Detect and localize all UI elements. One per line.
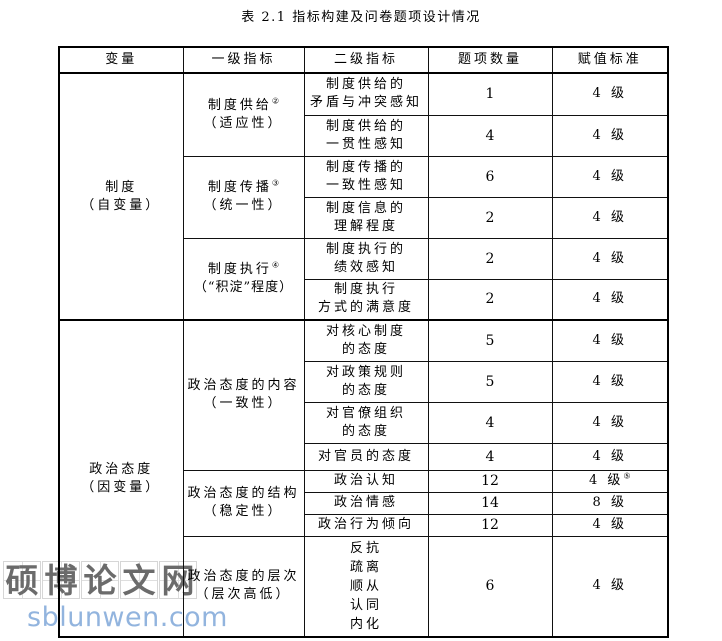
cell-level1-struct: 政治态度的结构 （稳定性） — [182, 469, 305, 537]
col-header-level2: 二级指标 — [303, 46, 429, 74]
indicator-table: 变量 一级指标 二级指标 题项数量 赋值标准 制度 （自变量） 制度供给② （适… — [58, 46, 669, 638]
cell-level1-supply: 制度供给② （适应性） — [182, 72, 305, 157]
cell-level2: 政治认知 — [303, 469, 429, 493]
cell-count: 6 — [427, 155, 553, 198]
cell-count: 5 — [427, 319, 553, 362]
cell-scale: 4 级 — [551, 155, 669, 198]
table-header-row: 变量 一级指标 二级指标 题项数量 赋值标准 — [58, 46, 669, 74]
footnote-mark: ⑤ — [623, 471, 631, 481]
cell-scale: 4 级 — [551, 278, 669, 321]
table-row: 对官员的态度 4 4 级 — [59, 442, 669, 471]
cell-level2: 制度信息的 理解程度 — [303, 196, 429, 239]
cell-scale: 4 级 — [551, 442, 669, 471]
cell-count: 2 — [427, 237, 553, 280]
cell-level2: 对核心制度 的态度 — [303, 319, 429, 362]
footnote-mark: ④ — [271, 260, 280, 270]
cell-level2: 反抗 疏离 顺从 认同 内化 — [303, 535, 429, 638]
cell-scale: 4 级 — [551, 319, 669, 362]
table-row: 制度 （自变量） 制度供给② （适应性） 制度供给的 矛盾与冲突感知 1 4 级 — [58, 72, 669, 321]
cell-level2: 制度供给的 矛盾与冲突感知 — [303, 72, 429, 116]
cell-scale: 4 级 — [551, 513, 669, 537]
cell-scale: 4 级 — [551, 114, 669, 157]
cell-level2: 制度执行 方式的满意度 — [303, 278, 429, 321]
cell-level2: 对政策规则 的态度 — [303, 360, 429, 403]
cell-count: 12 — [427, 513, 553, 537]
cell-level1-level: 政治态度的层次 （层次高低） — [182, 535, 305, 638]
cell-scale: 4 级⑤ — [551, 469, 669, 493]
cell-scale: 8 级 — [551, 491, 669, 515]
cell-count: 14 — [427, 491, 553, 515]
cell-level1-content: 政治态度的内容 （一致性） — [182, 319, 305, 471]
col-header-scale: 赋值标准 — [551, 46, 669, 74]
cell-level2: 制度供给的 一贯性感知 — [303, 114, 429, 157]
cell-level2: 政治行为倾向 — [303, 513, 429, 537]
cell-count: 1 — [427, 72, 553, 116]
cell-count: 4 — [427, 401, 553, 444]
col-header-item-count: 题项数量 — [427, 46, 553, 74]
cell-scale: 4 级 — [551, 535, 669, 638]
table-row: 政治态度的层次 （层次高低） 反抗 疏离 顺从 认同 内化 6 4 级 — [59, 535, 669, 638]
table-row: 政治态度 （因变量） 政治态度的内容 （一致性） 对核心制度 的态度 5 4 级 — [58, 319, 669, 638]
col-header-level1: 一级指标 — [182, 46, 305, 74]
cell-variable-institution: 制度 （自变量） — [58, 72, 184, 321]
table-row: 对政策规则 的态度 5 4 级 — [59, 360, 669, 403]
table-row: 政治态度的结构 （稳定性） 政治认知 12 4 级⑤ — [59, 469, 669, 537]
cell-scale: 4 级 — [551, 72, 669, 116]
cell-level2: 制度执行的 绩效感知 — [303, 237, 429, 280]
cell-count: 2 — [427, 196, 553, 239]
cell-level2: 政治情感 — [303, 491, 429, 515]
cell-count: 4 — [427, 442, 553, 471]
table-row: 制度供给的 一贯性感知 4 4 级 — [59, 114, 669, 157]
table-row: 对官僚组织 的态度 4 4 级 — [59, 401, 669, 444]
cell-level1-exec: 制度执行④ （“积淀”程度） — [182, 237, 305, 321]
watermark-char: 硕 — [3, 561, 41, 600]
footnote-mark: ② — [271, 96, 280, 106]
footnote-mark: ③ — [271, 178, 280, 188]
cell-scale: 4 级 — [551, 401, 669, 444]
cell-scale: 4 级 — [551, 237, 669, 280]
col-header-variable: 变量 — [58, 46, 184, 74]
cell-count: 5 — [427, 360, 553, 403]
cell-count: 4 — [427, 114, 553, 157]
cell-level2: 对官员的态度 — [303, 442, 429, 471]
cell-level2: 制度传播的 一致性感知 — [303, 155, 429, 198]
cell-level2: 对官僚组织 的态度 — [303, 401, 429, 444]
table-title: 表 2.1 指标构建及问卷题项设计情况 — [241, 10, 481, 25]
cell-scale: 4 级 — [551, 196, 669, 239]
cell-level1-spread: 制度传播③ （统一性） — [182, 155, 305, 239]
cell-variable-attitude: 政治态度 （因变量） — [58, 319, 184, 638]
cell-scale: 4 级 — [551, 360, 669, 403]
cell-count: 12 — [427, 469, 553, 493]
cell-count: 2 — [427, 278, 553, 321]
cell-count: 6 — [427, 535, 553, 638]
table-row: 制度信息的 理解程度 2 4 级 — [59, 196, 669, 239]
